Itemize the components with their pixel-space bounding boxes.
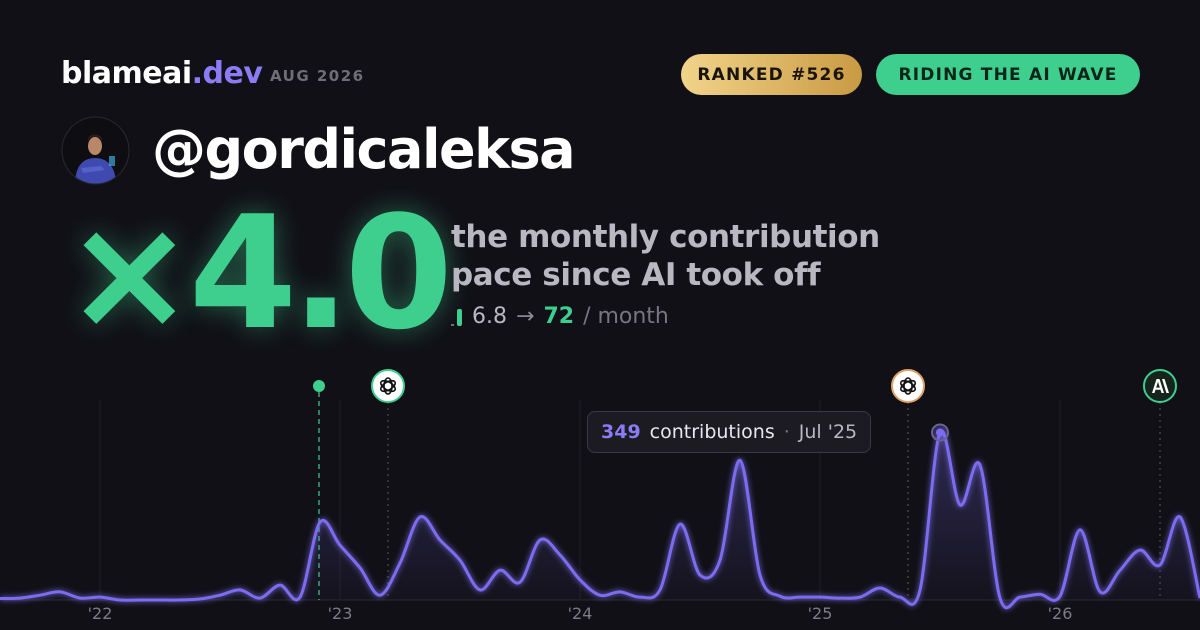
pace-unit: / month: [583, 304, 669, 329]
series: [0, 423, 1200, 610]
x-tick-label: '25: [808, 604, 833, 623]
tooltip-date: Jul '25: [798, 421, 858, 443]
area: [0, 430, 1200, 608]
brand: blameai.dev: [61, 56, 263, 91]
multiplier: ×4.0: [64, 182, 453, 364]
line: [0, 429, 1200, 610]
brand-name: blameai: [61, 56, 192, 91]
description: the monthly contribution: [451, 219, 880, 255]
tooltip-value: 349: [601, 421, 641, 443]
avatar: [61, 116, 130, 185]
description: pace since AI took off: [451, 257, 821, 293]
x-tick-label: '22: [88, 604, 113, 623]
highlight-point: [936, 428, 944, 437]
pace-after: 72: [543, 304, 575, 329]
handle: @gordicaleksa: [152, 118, 576, 181]
status-badge: RIDING THE AI WAVE: [876, 54, 1140, 95]
x-tick-label: '24: [568, 604, 593, 623]
pace: 6.8 → 72 / month: [451, 304, 669, 329]
tooltip-label: contributions: [649, 421, 775, 443]
x-tick-label: '26: [1048, 604, 1073, 623]
tooltip: 349 contributions · Jul '25: [587, 411, 872, 453]
tooltip-separator: ·: [783, 421, 790, 443]
date: AUG 2026: [270, 67, 365, 85]
brand-tld: .dev: [191, 56, 263, 91]
pace-arrow: →: [516, 304, 535, 329]
x-tick-label: '23: [328, 604, 353, 623]
pace-indicator: [451, 308, 462, 326]
rank-badge: RANKED #526: [681, 54, 862, 95]
pace-before: 6.8: [472, 304, 507, 329]
